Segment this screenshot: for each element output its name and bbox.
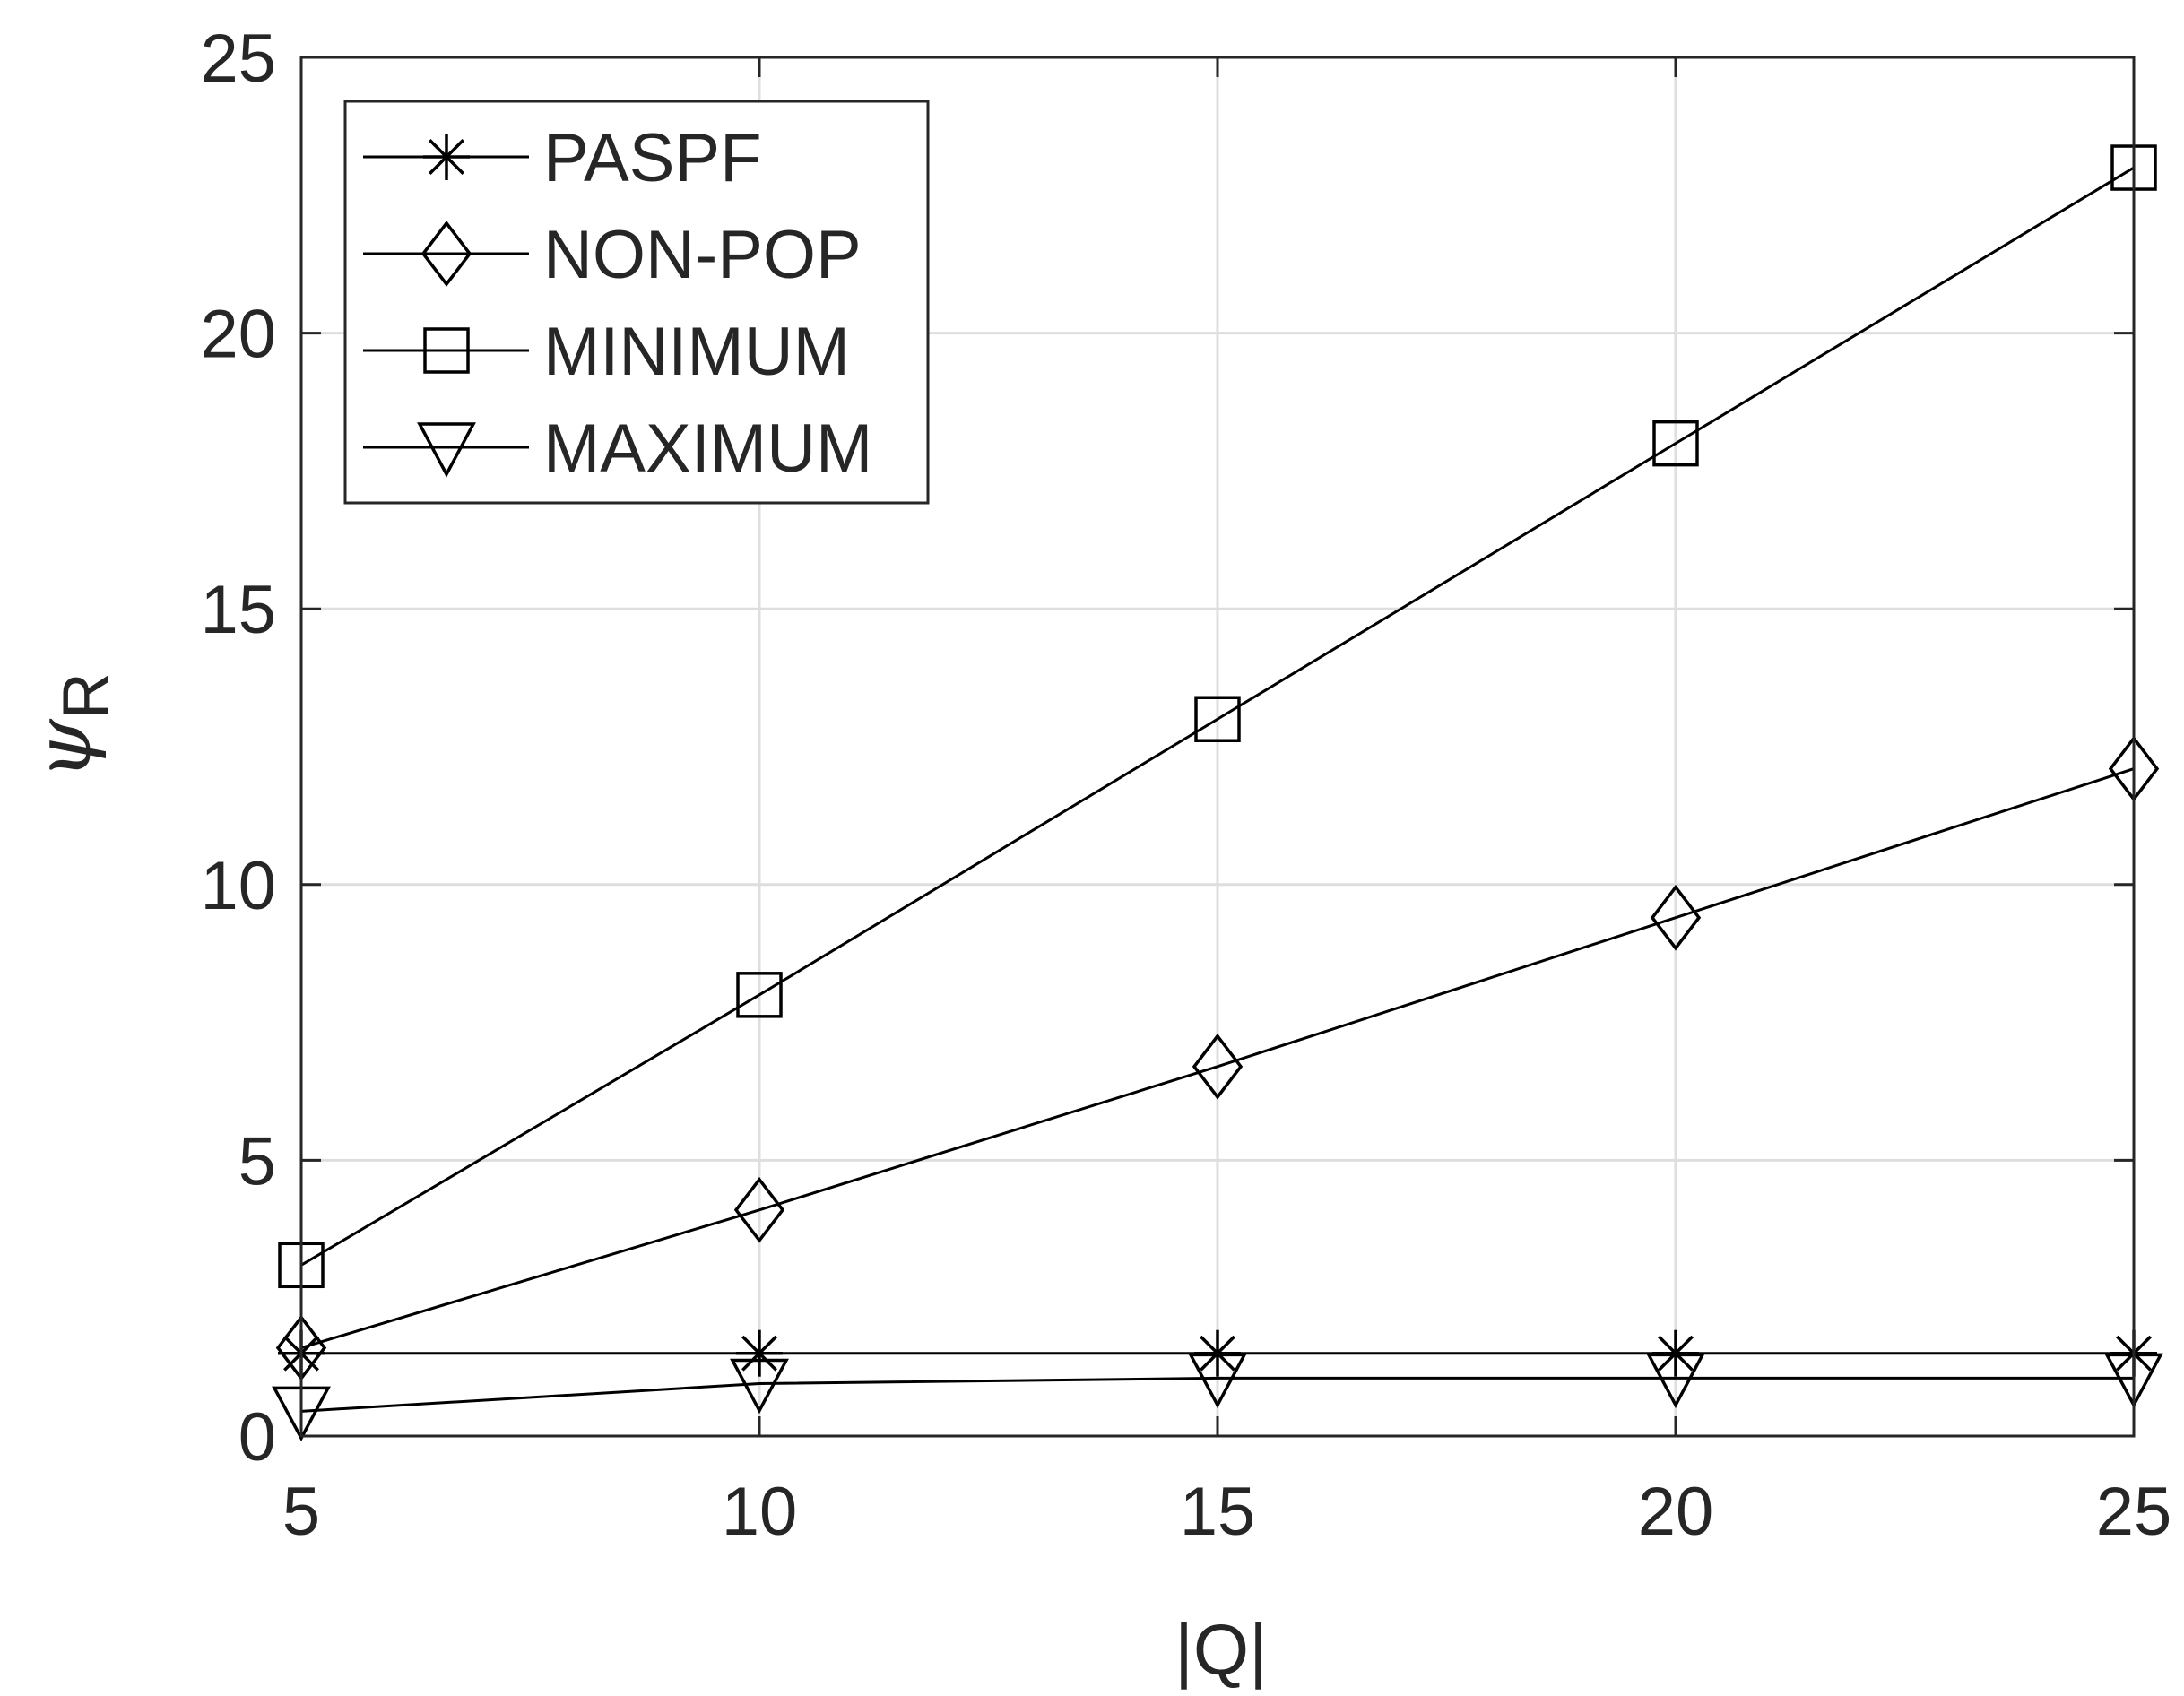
x-tick-label: 5 (282, 1474, 320, 1550)
legend-item-maximum: MAXIMUM (363, 411, 872, 487)
data-point-minimum (736, 972, 783, 1018)
axis-ticks (299, 56, 2136, 1438)
y-tick-label: 15 (200, 572, 276, 648)
data-point-maximum (1188, 1353, 1247, 1409)
svg-text:ψR: ψR (19, 672, 122, 779)
data-point-minimum (1652, 420, 1699, 467)
series-line-minimum (300, 166, 2135, 1267)
legend-label: PASPF (543, 120, 762, 196)
x-tick-label: 25 (2096, 1474, 2172, 1550)
y-tick-label: 20 (200, 297, 276, 373)
data-point-maximum (730, 1358, 789, 1415)
legend-marker-maximum (417, 422, 476, 478)
series-lines (300, 166, 2135, 1413)
y-axis-label-symbol: ψ (19, 718, 108, 780)
legend-marker-non-pop (420, 221, 472, 287)
y-tick-label: 0 (238, 1399, 276, 1475)
x-tick-label: 10 (722, 1474, 798, 1550)
data-point-non-pop (733, 1176, 785, 1243)
data-point-non-pop (1650, 884, 1702, 951)
legend-label: MINIMUM (543, 314, 850, 390)
y-tick-label: 25 (200, 21, 276, 97)
legend-box (343, 100, 930, 505)
y-tick-labels: 0 5 10 15 20 25 (200, 21, 276, 1475)
y-tick-label: 5 (238, 1123, 276, 1199)
y-tick-label: 10 (200, 848, 276, 924)
x-axis-label: |Q| (1174, 1610, 1268, 1690)
x-tick-label: 20 (1638, 1474, 1714, 1550)
legend: PASPF NON-POP MINIMUM MAXIMUM (343, 100, 930, 505)
legend-marker-minimum (423, 327, 470, 374)
legend-marker-paspf (423, 134, 470, 180)
series-line-maximum (300, 1376, 2134, 1413)
legend-item-minimum: MINIMUM (363, 314, 850, 390)
data-point-maximum (1646, 1353, 1705, 1409)
y-axis-label-subscript: R (50, 672, 122, 719)
data-point-non-pop (1192, 1033, 1244, 1100)
series-line-non-pop (300, 767, 2135, 1350)
legend-item-non-pop: NON-POP (363, 217, 862, 293)
x-tick-label: 15 (1180, 1474, 1256, 1550)
x-tick-labels: 5 10 15 20 25 (282, 1474, 2171, 1550)
data-point-minimum (1194, 696, 1241, 742)
y-axis-label: ψR (19, 672, 122, 779)
legend-label: NON-POP (543, 217, 862, 293)
data-point-paspf (736, 1329, 783, 1377)
legend-item-paspf: PASPF (363, 120, 762, 196)
legend-label: MAXIMUM (543, 411, 872, 487)
